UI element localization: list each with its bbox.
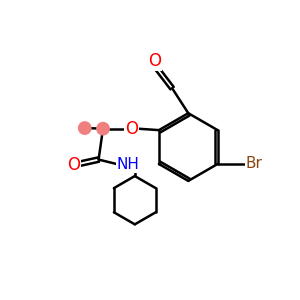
Text: O: O: [125, 120, 138, 138]
Text: NH: NH: [117, 158, 140, 172]
Text: Br: Br: [246, 157, 263, 172]
Text: O: O: [67, 157, 80, 175]
Text: O: O: [148, 52, 161, 70]
Circle shape: [97, 122, 109, 135]
Circle shape: [79, 122, 91, 134]
